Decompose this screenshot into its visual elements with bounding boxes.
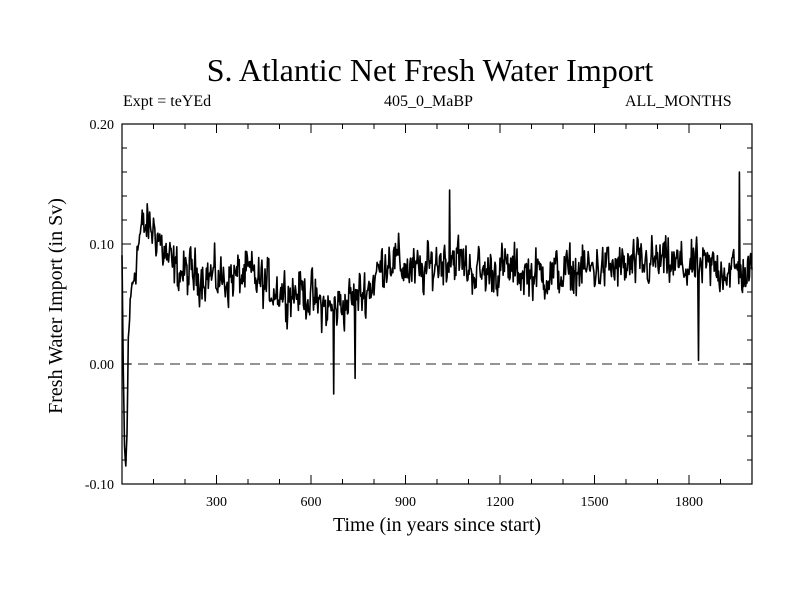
y-tick-label: -0.10	[85, 478, 114, 493]
y-tick-label: 0.20	[90, 118, 115, 133]
x-tick-label: 900	[395, 495, 416, 510]
y-axis-label: Fresh Water Import (in Sv)	[45, 198, 67, 414]
y-tick-label: 0.00	[90, 358, 115, 373]
x-tick-label: 300	[206, 495, 227, 510]
y-tick-label: 0.10	[90, 238, 115, 253]
x-axis-label: Time (in years since start)	[333, 514, 541, 536]
plot-frame	[121, 123, 753, 485]
series-line-fresh-water-import	[121, 171, 753, 467]
x-tick-label: 1200	[486, 495, 514, 510]
subtitle-experiment: Expt = teYEd	[123, 93, 212, 110]
chart-title: S. Atlantic Net Fresh Water Import	[206, 52, 654, 88]
x-tick-label: 600	[301, 495, 322, 510]
axis-ticks: 300 600 900 1200 1500 1800 -0.10 0.00 0.10 0.20	[85, 118, 752, 510]
x-tick-label: 1500	[581, 495, 609, 510]
subtitle-months: ALL_MONTHS	[625, 93, 732, 110]
subtitle-period: 405_0_MaBP	[384, 93, 473, 110]
x-tick-label: 1800	[675, 495, 703, 510]
